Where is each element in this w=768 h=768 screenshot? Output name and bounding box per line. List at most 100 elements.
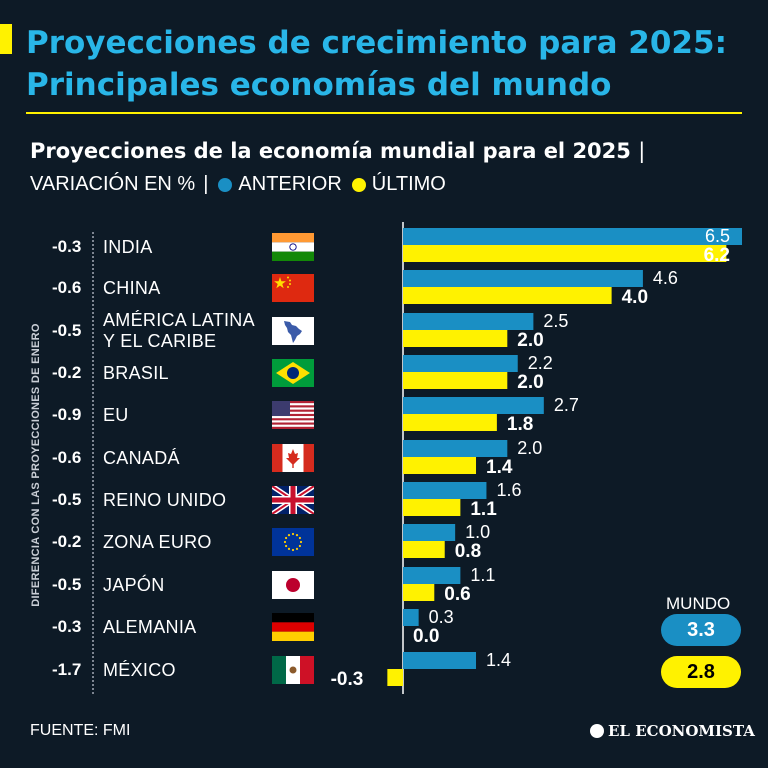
title-accent-bar	[0, 24, 12, 54]
label-ultimo: 6.2	[704, 245, 730, 266]
label-ultimo: 1.1	[470, 499, 497, 520]
row-canada: -0.6 CANADÁ	[0, 438, 400, 478]
country-label: ALEMANIA	[103, 616, 197, 637]
bar-ultimo	[403, 330, 508, 347]
title-divider	[26, 112, 742, 114]
germany-flag-icon	[272, 613, 314, 641]
bar-anterior	[403, 652, 477, 669]
dotted-divider	[92, 232, 94, 694]
country-label: AMÉRICA LATINA Y EL CARIBE	[103, 310, 254, 351]
bar-ultimo	[403, 584, 435, 601]
bar-ultimo	[403, 372, 508, 389]
uk-flag-icon	[272, 486, 314, 514]
label-ultimo: 0.0	[413, 626, 439, 647]
row-zona-euro: -0.2 ZONA EURO	[0, 522, 400, 562]
bar-ultimo	[387, 669, 403, 686]
bar-anterior	[403, 313, 534, 330]
diff-value: -0.6	[52, 448, 82, 467]
brand-mark-icon	[590, 724, 604, 738]
bar-ultimo	[403, 414, 497, 431]
legend-prev-label: ANTERIOR	[238, 173, 342, 195]
country-label: MÉXICO	[103, 659, 176, 680]
diff-value: -1.7	[52, 660, 82, 679]
mexico-flag-icon	[272, 656, 314, 684]
row-alemania: -0.3 ALEMANIA	[0, 607, 400, 647]
brand-logo: EL ECONOMISTA	[590, 722, 755, 740]
page-title: Proyecciones de crecimiento para 2025: P…	[26, 25, 727, 103]
label-anterior: 2.5	[543, 311, 568, 331]
country-label: CHINA	[103, 277, 161, 298]
diff-value: -0.6	[52, 278, 82, 297]
country-label: JAPÓN	[103, 574, 165, 595]
bar-ultimo	[403, 457, 477, 474]
bar-anterior	[403, 228, 742, 245]
label-anterior: 1.6	[496, 480, 521, 500]
india-flag-icon	[272, 233, 314, 261]
bar-anterior	[403, 567, 461, 584]
diff-value: -0.3	[52, 617, 82, 636]
chart-legend: VARIACIÓN EN % | ANTERIOR ÚLTIMO	[30, 173, 446, 196]
bar-anterior	[403, 355, 518, 372]
row-america-latina: -0.5 AMÉRICA LATINA Y EL CARIBE	[0, 310, 400, 351]
diff-value: -0.2	[52, 363, 82, 382]
bar-ultimo	[403, 541, 445, 558]
japan-flag-icon	[272, 571, 314, 599]
unit-label: VARIACIÓN EN %	[30, 173, 196, 195]
label-anterior: 0.3	[429, 607, 454, 627]
row-japon: -0.5 JAPÓN	[0, 565, 400, 605]
diff-value: -0.5	[52, 490, 82, 509]
diff-value: -0.2	[52, 532, 82, 551]
latin-america-map-icon	[272, 317, 314, 345]
brazil-flag-icon	[272, 359, 314, 387]
label-anterior: 1.1	[470, 565, 495, 585]
label-anterior: 6.5	[705, 226, 730, 246]
row-eu: -0.9 EU	[0, 395, 400, 435]
label-ultimo: 1.8	[507, 414, 533, 435]
eu-flag-icon	[272, 528, 314, 556]
label-anterior: 1.4	[486, 650, 511, 670]
bar-anterior	[403, 440, 508, 457]
bar-anterior	[403, 270, 643, 287]
bar-anterior	[403, 397, 544, 414]
canada-flag-icon	[272, 444, 314, 472]
label-ultimo: 1.4	[486, 457, 513, 478]
world-prev-badge: 3.3	[661, 614, 741, 646]
row-china: -0.6 CHINA	[0, 268, 400, 308]
row-reino-unido: -0.5 REINO UNIDO	[0, 480, 400, 520]
country-label: BRASIL	[103, 362, 169, 383]
country-label: ZONA EURO	[103, 531, 212, 552]
row-mexico: -1.7 MÉXICO	[0, 650, 400, 690]
source-note: FUENTE: FMI	[30, 722, 131, 739]
legend-prev-dot-icon	[218, 177, 233, 192]
label-ultimo: -0.3	[331, 669, 364, 690]
bar-anterior	[403, 482, 487, 499]
label-ultimo: 2.0	[517, 330, 543, 351]
world-label: MUNDO	[666, 594, 731, 613]
brand-name: EL ECONOMISTA	[608, 722, 755, 740]
legend-last-label: ÚLTIMO	[371, 173, 446, 195]
bar-ultimo	[403, 499, 461, 516]
subtitle-separator: |	[638, 139, 646, 163]
label-ultimo: 4.0	[622, 287, 648, 308]
china-flag-icon	[272, 274, 314, 302]
row-india: -0.3 INDIA	[0, 227, 400, 267]
label-anterior: 2.7	[554, 395, 579, 415]
label-anterior: 1.0	[465, 522, 490, 542]
diff-value: -0.5	[52, 575, 82, 594]
bar-anterior	[403, 524, 456, 541]
subtitle-text: Proyecciones de la economía mundial para…	[30, 139, 631, 163]
chart-subtitle: Proyecciones de la economía mundial para…	[30, 139, 645, 163]
label-anterior: 2.0	[517, 438, 542, 458]
usa-flag-icon	[272, 401, 314, 429]
country-label: INDIA	[103, 236, 153, 257]
world-last-badge: 2.8	[661, 656, 741, 688]
diff-value: -0.3	[52, 237, 82, 256]
label-ultimo: 0.6	[444, 584, 470, 605]
row-brasil: -0.2 BRASIL	[0, 353, 400, 393]
diff-value: -0.9	[52, 405, 82, 424]
country-label: REINO UNIDO	[103, 489, 227, 510]
country-label: CANADÁ	[103, 447, 180, 468]
bar-ultimo	[403, 287, 612, 304]
legend-separator: |	[203, 173, 209, 195]
